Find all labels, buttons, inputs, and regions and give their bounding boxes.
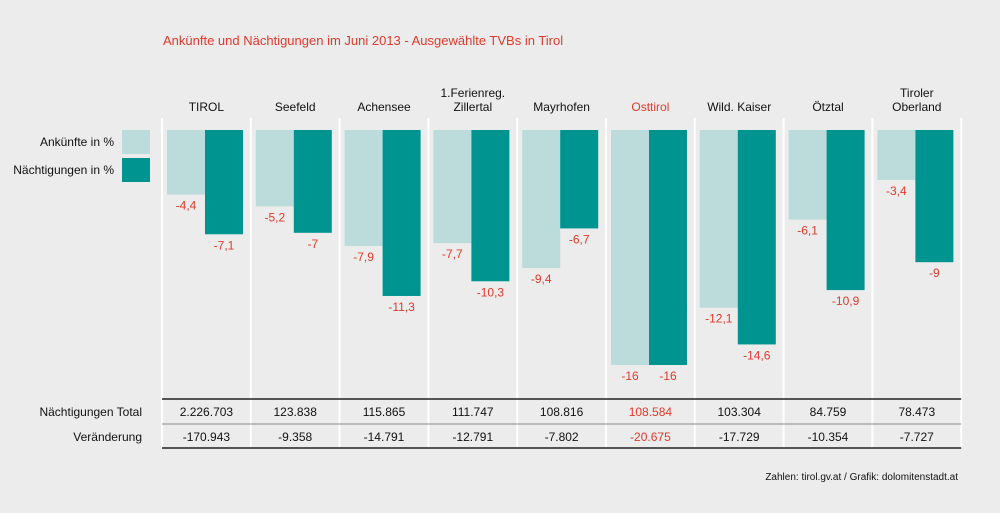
table-cell-nights-total: 123.838	[274, 405, 318, 419]
bar-arrivals-label: -5,2	[264, 210, 285, 224]
bar-arrivals	[522, 130, 561, 269]
bar-arrivals	[611, 130, 649, 365]
bar-arrivals-label: -9,4	[531, 272, 552, 286]
chart-title: Ankünfte und Nächtigungen im Juni 2013 -…	[163, 33, 564, 48]
legend-label-nights: Nächtigungen in %	[13, 163, 114, 177]
bar-arrivals	[255, 130, 294, 207]
table-cell-change: -20.675	[630, 430, 671, 444]
bar-nights-label: -14,6	[743, 348, 771, 362]
bar-arrivals	[788, 130, 827, 220]
bar-arrivals-label: -12,1	[705, 312, 733, 326]
table-cell-change: -9.358	[278, 430, 312, 444]
bar-arrivals-label: -16	[621, 369, 639, 383]
category-label: Seefeld	[275, 100, 316, 114]
bar-arrivals	[433, 130, 472, 244]
category-label: Wild. Kaiser	[707, 100, 771, 114]
bar-arrivals-label: -3,4	[886, 184, 907, 198]
bar-nights	[382, 130, 421, 296]
bar-arrivals-label: -4,4	[176, 199, 197, 213]
bar-nights	[205, 130, 243, 235]
bar-nights-label: -11,3	[388, 300, 415, 314]
table-cell-nights-total: 111.747	[452, 405, 494, 419]
source-note: Zahlen: tirol.gv.at / Grafik: dolomitens…	[765, 472, 958, 483]
bar-arrivals	[877, 130, 916, 180]
table-cell-nights-total: 115.865	[363, 405, 406, 419]
category-label: Mayrhofen	[533, 100, 590, 114]
bar-nights	[471, 130, 510, 282]
bar-arrivals	[344, 130, 383, 247]
table-cell-change: -7.727	[900, 430, 934, 444]
table-cell-nights-total: 103.304	[718, 405, 762, 419]
bar-nights	[560, 130, 599, 229]
table-cell-change: -14.791	[364, 430, 405, 444]
bar-arrivals	[167, 130, 205, 195]
bar-nights-label: -6,7	[569, 232, 590, 246]
bar-nights-label: -9	[929, 266, 940, 280]
table-cell-nights-total: 2.226.703	[180, 405, 234, 419]
table-cell-change: -17.729	[719, 430, 760, 444]
bar-arrivals-label: -7,9	[353, 250, 374, 264]
category-label: Osttirol	[631, 100, 669, 114]
bar-nights	[826, 130, 865, 291]
category-label: Ötztal	[812, 100, 843, 114]
legend-label-arrivals: Ankünfte in %	[39, 135, 114, 149]
bar-arrivals-label: -7,7	[442, 247, 463, 261]
bar-nights-label: -10,9	[832, 294, 860, 308]
table-cell-nights-total: 108.584	[629, 405, 673, 419]
legend-swatch-arrivals	[122, 130, 150, 154]
bar-nights-label: -10,3	[477, 285, 505, 299]
category-label: Tiroler Oberland	[892, 86, 941, 114]
bar-arrivals	[699, 130, 738, 308]
table-cell-change: -12.791	[452, 430, 493, 444]
legend-swatch-nights	[122, 158, 150, 182]
bar-arrivals-label: -6,1	[797, 224, 818, 238]
table-cell-nights-total: 78.473	[898, 405, 935, 419]
table-row-label-nights-total: Nächtigungen Total	[39, 405, 142, 419]
category-label: TIROL	[189, 100, 225, 114]
bar-nights	[293, 130, 332, 233]
table-cell-change: -7.802	[545, 430, 579, 444]
bar-nights-label: -7,1	[214, 238, 235, 252]
table-cell-nights-total: 84.759	[810, 405, 847, 419]
category-label: 1.Ferienreg. Zillertal	[440, 86, 505, 114]
table-cell-change: -10.354	[808, 430, 849, 444]
table-cell-change: -170.943	[183, 430, 231, 444]
bar-nights-label: -16	[659, 369, 677, 383]
bar-nights	[915, 130, 954, 263]
table-row-label-change: Veränderung	[73, 430, 142, 444]
bar-nights	[737, 130, 776, 345]
category-label: Achensee	[357, 100, 411, 114]
table-cell-nights-total: 108.816	[540, 405, 584, 419]
bar-nights-label: -7	[307, 237, 318, 251]
bar-nights	[649, 130, 687, 365]
